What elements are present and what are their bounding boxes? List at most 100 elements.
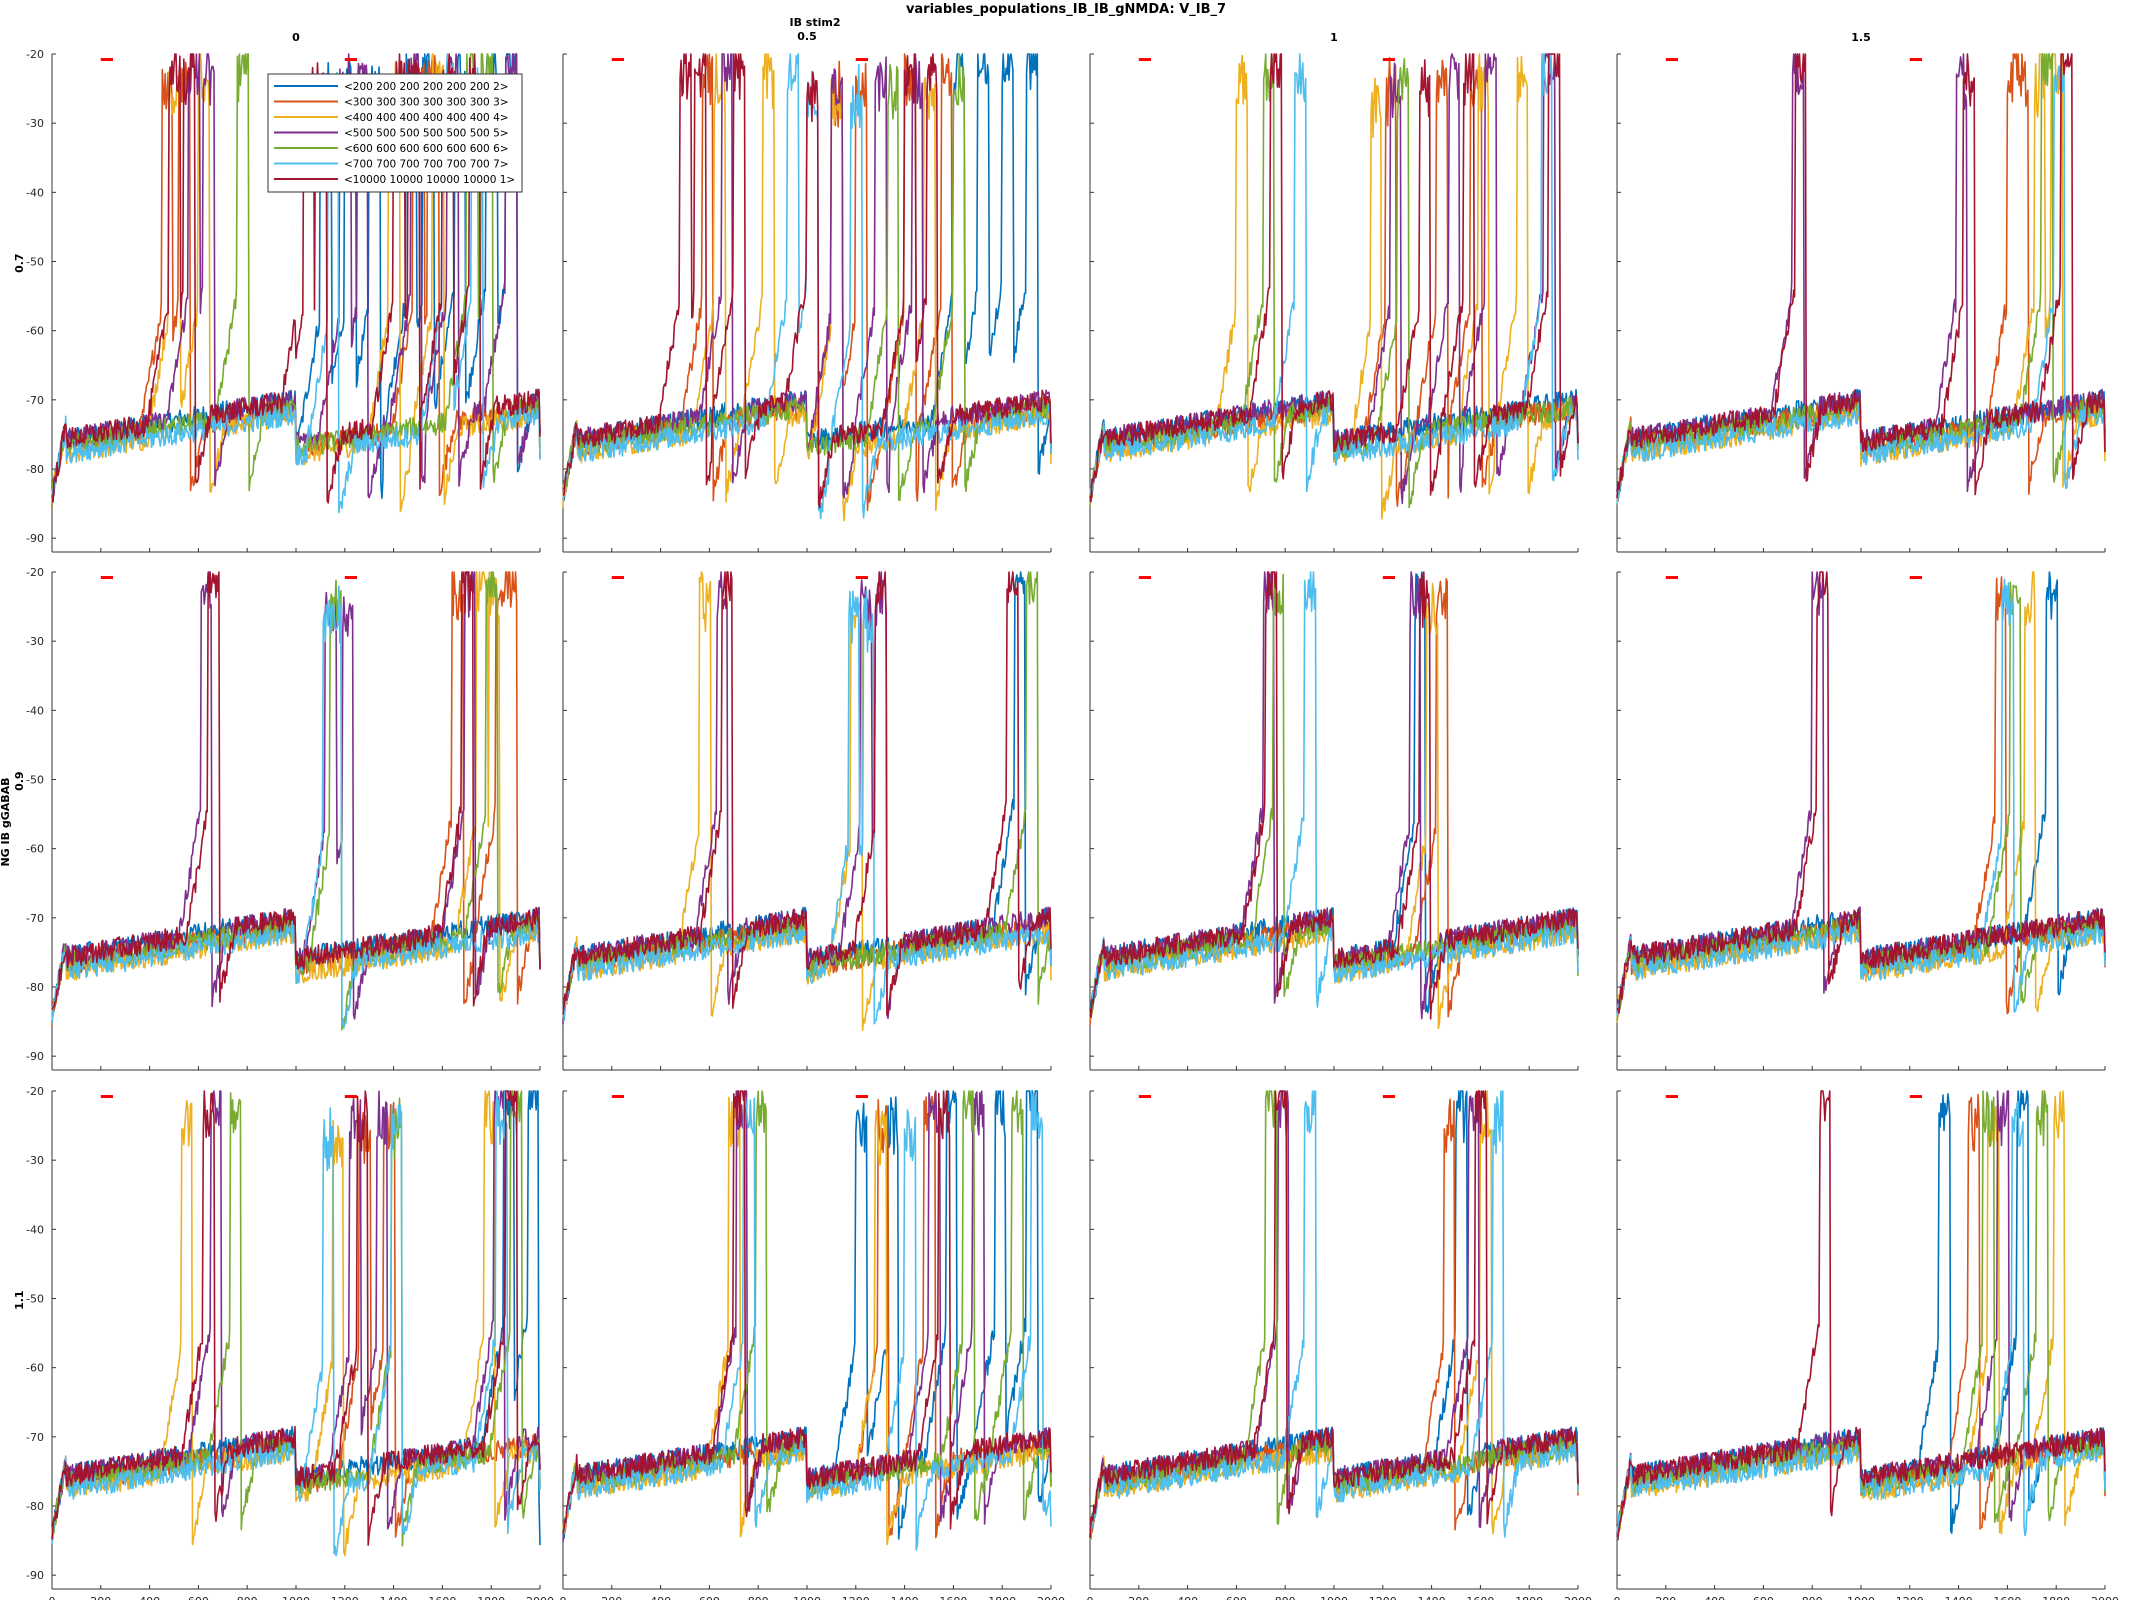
x-tick-label: 200 xyxy=(601,1595,622,1600)
y-tick-label: -60 xyxy=(26,843,44,856)
column-group-label: IB stim2 xyxy=(790,16,841,29)
x-tick-label: 1200 xyxy=(1896,1595,1924,1600)
series-line-6 xyxy=(562,1090,1052,1551)
x-tick-label: 1800 xyxy=(477,1595,505,1600)
column-label: 0 xyxy=(292,31,300,44)
x-tick-label: 200 xyxy=(90,1595,111,1600)
x-tick-label: 2000 xyxy=(1564,1595,1592,1600)
y-tick-label: -90 xyxy=(26,532,44,545)
series-line-7 xyxy=(1616,1090,2106,1537)
y-tick-label: -40 xyxy=(26,704,44,717)
y-tick-label: -30 xyxy=(26,117,44,130)
x-tick-label: 1400 xyxy=(1945,1595,1973,1600)
series-line-7 xyxy=(562,53,1052,509)
y-tick-label: -70 xyxy=(26,912,44,925)
series-line-7 xyxy=(1089,53,1579,503)
y-tick-label: -50 xyxy=(26,1293,44,1306)
y-tick-label: -80 xyxy=(26,463,44,476)
series-line-6 xyxy=(1616,1101,2106,1537)
x-tick-label: 0 xyxy=(1614,1595,1621,1600)
panel-r1-c1 xyxy=(562,571,1052,1071)
series-line-7 xyxy=(562,1090,1052,1534)
x-tick-label: 1200 xyxy=(1369,1595,1397,1600)
x-tick-label: 0 xyxy=(1087,1595,1094,1600)
x-tick-label: 1400 xyxy=(380,1595,408,1600)
panel-grid: -20 -30 -40 -50 -60 -70 -80 -90 0 0.7 0.5 1 1.5 -20 -3… xyxy=(13,30,2119,1600)
series-line-6 xyxy=(51,53,541,514)
y-tick-label: -50 xyxy=(26,774,44,787)
x-tick-label: 0 xyxy=(49,1595,56,1600)
series-line-7 xyxy=(1089,1090,1579,1539)
x-tick-label: 1000 xyxy=(793,1595,821,1600)
column-label: 1 xyxy=(1330,31,1338,44)
panel-r0-c0: -20 -30 -40 -50 -60 -70 -80 -90 0 0.7 xyxy=(13,31,541,553)
panel-r2-c0: -20 -30 -40 -50 -60 -70 -80 -90 0 200 400 600 800 100… xyxy=(13,1085,554,1600)
y-tick-label: -50 xyxy=(26,256,44,269)
x-tick-label: 1800 xyxy=(1515,1595,1543,1600)
row-label: 1.1 xyxy=(13,1290,26,1310)
x-tick-label: 800 xyxy=(748,1595,769,1600)
panel-r0-c1: 0.5 xyxy=(562,30,1052,553)
y-tick-label: -60 xyxy=(26,325,44,338)
x-tick-label: 1400 xyxy=(891,1595,919,1600)
x-tick-label: 2000 xyxy=(526,1595,554,1600)
y-tick-label: -90 xyxy=(26,1050,44,1063)
y-tick-label: -20 xyxy=(26,1085,44,1098)
x-tick-label: 600 xyxy=(1753,1595,1774,1600)
x-tick-label: 1200 xyxy=(331,1595,359,1600)
x-tick-label: 2000 xyxy=(2091,1595,2119,1600)
series-line-7 xyxy=(51,571,541,1011)
x-tick-label: 200 xyxy=(1655,1595,1676,1600)
series-line-6 xyxy=(562,589,1052,1025)
x-tick-label: 400 xyxy=(650,1595,671,1600)
y-tick-label: -80 xyxy=(26,981,44,994)
x-tick-label: 600 xyxy=(699,1595,720,1600)
x-tick-label: 1800 xyxy=(988,1595,1016,1600)
series-line-6 xyxy=(1616,578,2106,1016)
series-line-6 xyxy=(1089,53,1579,496)
y-tick-label: -20 xyxy=(26,48,44,61)
x-tick-label: 1000 xyxy=(282,1595,310,1600)
x-tick-label: 1400 xyxy=(1418,1595,1446,1600)
figure-title: variables_populations_IB_IB_gNMDA: V_IB_… xyxy=(906,2,1226,17)
x-tick-label: 1800 xyxy=(2042,1595,2070,1600)
legend-entry: <400 400 400 400 400 400 4> xyxy=(344,112,509,124)
panel-r0-c2: 1 xyxy=(1089,31,1579,553)
legend-entry: <300 300 300 300 300 300 3> xyxy=(344,97,509,109)
x-tick-label: 0 xyxy=(560,1595,567,1600)
panel-r1-c2 xyxy=(1089,571,1579,1071)
series-line-3 xyxy=(1616,53,2106,505)
x-tick-label: 1600 xyxy=(1466,1595,1494,1600)
legend-entry: <10000 10000 10000 10000 1> xyxy=(344,174,515,186)
legend-entry: <700 700 700 700 700 700 7> xyxy=(344,159,509,171)
x-tick-label: 800 xyxy=(1275,1595,1296,1600)
y-tick-label: -80 xyxy=(26,1500,44,1513)
x-tick-label: 1000 xyxy=(1320,1595,1348,1600)
series-line-7 xyxy=(1616,53,2106,498)
x-tick-label: 600 xyxy=(1226,1595,1247,1600)
row-label: 0.9 xyxy=(13,771,26,791)
series-line-7 xyxy=(51,53,541,504)
x-tick-label: 600 xyxy=(188,1595,209,1600)
x-tick-label: 800 xyxy=(237,1595,258,1600)
series-line-7 xyxy=(51,1090,541,1546)
series-line-6 xyxy=(51,1090,541,1557)
x-tick-label: 1600 xyxy=(428,1595,456,1600)
legend-entry: <500 500 500 500 500 500 5> xyxy=(344,128,509,140)
y-tick-label: -40 xyxy=(26,186,44,199)
panel-r2-c3: 0 200 400 600 800 1000 1200 1400 1600 1800 2000 xyxy=(1614,1090,2119,1600)
panel-r1-c3 xyxy=(1616,571,2106,1071)
panel-r0-c3: 1.5 xyxy=(1616,31,2106,553)
x-tick-label: 400 xyxy=(1704,1595,1725,1600)
y-tick-label: -60 xyxy=(26,1362,44,1375)
series-line-7 xyxy=(1616,571,2106,1014)
y-tick-label: -30 xyxy=(26,635,44,648)
y-tick-label: -20 xyxy=(26,566,44,579)
x-tick-label: 1600 xyxy=(1993,1595,2021,1600)
panel-r1-c0: -20 -30 -40 -50 -60 -70 -80 -90 0.9 xyxy=(13,566,541,1071)
y-tick-label: -70 xyxy=(26,394,44,407)
series-line-3 xyxy=(51,571,541,1025)
x-tick-label: 1200 xyxy=(842,1595,870,1600)
column-label: 1.5 xyxy=(1851,31,1871,44)
